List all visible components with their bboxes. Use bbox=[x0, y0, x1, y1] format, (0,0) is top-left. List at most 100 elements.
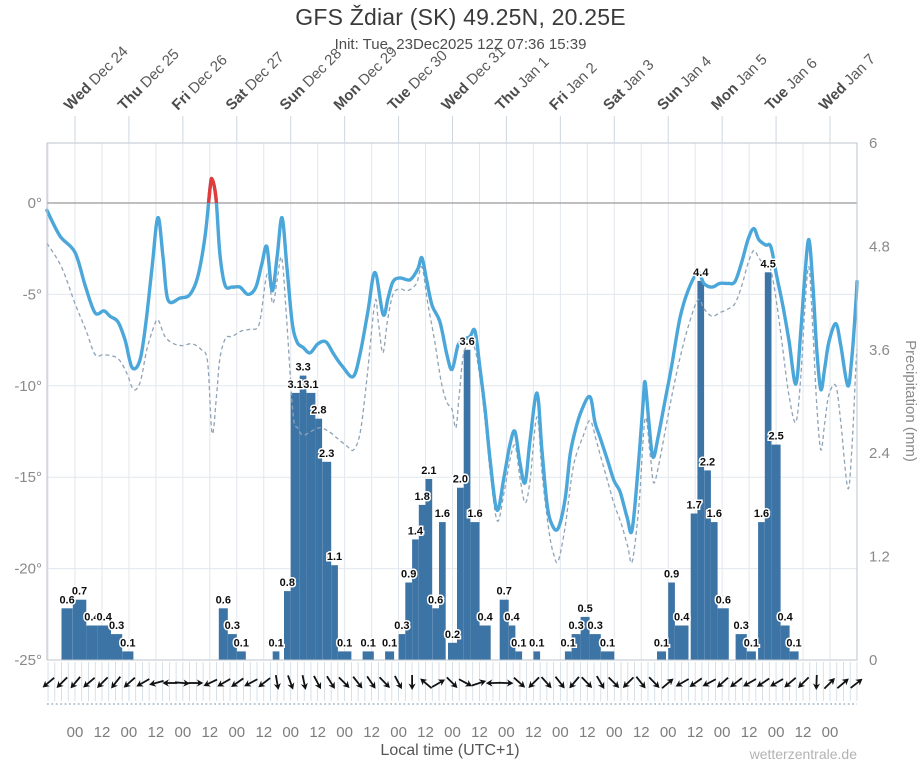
wind-arrow bbox=[635, 676, 646, 689]
precip-value-label: 0.4 bbox=[477, 612, 493, 624]
precip-bar bbox=[315, 418, 323, 660]
wind-arrow bbox=[203, 678, 218, 687]
time-tick-label: 00 bbox=[390, 724, 407, 741]
time-tick-label: 00 bbox=[228, 724, 245, 741]
wind-arrow bbox=[743, 678, 757, 687]
precip-value-label: 0.5 bbox=[577, 603, 592, 615]
precip-bar bbox=[657, 651, 666, 660]
precip-value-label: 0.1 bbox=[361, 637, 376, 649]
wind-arrow bbox=[244, 678, 258, 687]
precip-bar bbox=[86, 625, 98, 660]
wind-arrow bbox=[528, 676, 540, 688]
precip-value-label: 0.8 bbox=[280, 577, 295, 589]
wind-arrow bbox=[42, 677, 55, 688]
wind-arrow bbox=[702, 678, 717, 687]
time-tick-label: 00 bbox=[336, 724, 353, 741]
right-tick-label: 1.2 bbox=[869, 549, 890, 566]
precip-value-label: 0.2 bbox=[445, 629, 460, 641]
precip-value-label: 1.6 bbox=[467, 508, 482, 520]
precip-value-label: 0.4 bbox=[504, 612, 520, 624]
precip-bar bbox=[580, 616, 590, 660]
precip-bar bbox=[218, 608, 228, 660]
precip-bar bbox=[780, 625, 790, 660]
watermark: wetterzentrale.de bbox=[749, 746, 857, 762]
precip-value-label: 0.4 bbox=[777, 612, 793, 624]
precip-value-label: 4.4 bbox=[693, 267, 709, 279]
wind-arrow bbox=[554, 676, 565, 689]
wind-arrow bbox=[784, 677, 797, 688]
precip-bar bbox=[439, 522, 446, 660]
wind-arrow bbox=[431, 679, 446, 688]
x-axis-title: Local time (UTC+1) bbox=[380, 742, 520, 759]
left-tick-label: -5° bbox=[23, 286, 42, 303]
precip-value-label: 0.3 bbox=[588, 620, 603, 632]
precip-value-label: 0.6 bbox=[216, 594, 231, 606]
wind-arrow bbox=[513, 676, 526, 688]
time-tick-label: 12 bbox=[525, 724, 542, 741]
precip-bar bbox=[331, 565, 338, 660]
wind-arrow bbox=[836, 678, 849, 689]
wind-arrow bbox=[540, 676, 552, 689]
wind-arrow bbox=[338, 676, 350, 688]
day-label: Mon Jan 5 bbox=[708, 51, 771, 114]
precip-value-label: 0.1 bbox=[337, 637, 352, 649]
time-tick-label: 12 bbox=[579, 724, 596, 741]
time-tick-label: 12 bbox=[94, 724, 111, 741]
precip-bar bbox=[600, 651, 615, 660]
time-tick-label: 00 bbox=[822, 724, 839, 741]
precip-value-label: 1.8 bbox=[415, 491, 430, 503]
precip-bar bbox=[690, 513, 698, 660]
right-axis-precipitation: 6 4.8 3.6 2.4 1.2 0 Precipitation (mm) bbox=[869, 135, 919, 669]
wind-arrow bbox=[756, 677, 770, 687]
gridlines bbox=[47, 143, 858, 660]
wind-arrow bbox=[850, 678, 863, 689]
precip-bar bbox=[227, 634, 237, 660]
precip-value-label: 0.6 bbox=[59, 594, 74, 606]
wind-arrow bbox=[231, 677, 244, 688]
precip-value-label: 0.4 bbox=[84, 612, 100, 624]
precip-bar bbox=[457, 487, 464, 660]
wind-arrow bbox=[300, 674, 308, 690]
time-tick-label: 00 bbox=[444, 724, 461, 741]
precip-value-label: 0.3 bbox=[109, 620, 124, 632]
left-tick-label: 0° bbox=[28, 195, 42, 212]
precip-value-label: 0.7 bbox=[72, 586, 87, 598]
wind-arrow bbox=[458, 678, 473, 687]
precip-bar bbox=[515, 651, 523, 660]
precip-bar bbox=[398, 634, 406, 660]
precip-bar bbox=[675, 625, 689, 660]
time-tick-label: 00 bbox=[175, 724, 192, 741]
precip-value-label: 0.7 bbox=[497, 586, 512, 598]
wind-arrow bbox=[770, 678, 784, 687]
precip-value-label: 0.1 bbox=[654, 637, 669, 649]
right-tick-label: 4.8 bbox=[869, 238, 890, 255]
left-tick-label: -25° bbox=[14, 652, 42, 669]
precip-value-labels: 0.60.70.40.40.30.10.60.30.1 0.10.83.13.33… bbox=[58, 257, 803, 651]
time-tick-label: 00 bbox=[606, 724, 623, 741]
precip-value-label: 0.1 bbox=[268, 637, 283, 649]
precip-bar bbox=[668, 582, 675, 660]
time-tick-label: 00 bbox=[121, 724, 138, 741]
time-tick-label: 12 bbox=[201, 724, 218, 741]
precip-bar bbox=[122, 651, 134, 660]
precip-bar bbox=[284, 591, 291, 660]
precip-value-label: 3.1 bbox=[288, 379, 303, 391]
precip-bar bbox=[508, 625, 516, 660]
time-tick-labels: 00 12 00 12 00 12 00 12 00 12 00 12 00 12 00 12 00 12 00 12… bbox=[67, 724, 839, 741]
precip-value-label: 0.9 bbox=[664, 569, 679, 581]
precip-bar bbox=[322, 461, 332, 660]
precip-value-label: 0.4 bbox=[97, 612, 113, 624]
precip-bar bbox=[61, 608, 73, 660]
right-tick-label: 6 bbox=[869, 135, 877, 152]
time-tick-label: 12 bbox=[633, 724, 650, 741]
time-tick-label: 00 bbox=[768, 724, 785, 741]
precip-bar bbox=[362, 651, 374, 660]
precip-value-label: 0.1 bbox=[382, 637, 397, 649]
precip-value-label: 2.2 bbox=[700, 456, 715, 468]
wind-arrow bbox=[149, 679, 164, 687]
precip-value-label: 2.1 bbox=[421, 465, 436, 477]
time-tick-label: 12 bbox=[148, 724, 165, 741]
precip-bar bbox=[463, 349, 471, 660]
